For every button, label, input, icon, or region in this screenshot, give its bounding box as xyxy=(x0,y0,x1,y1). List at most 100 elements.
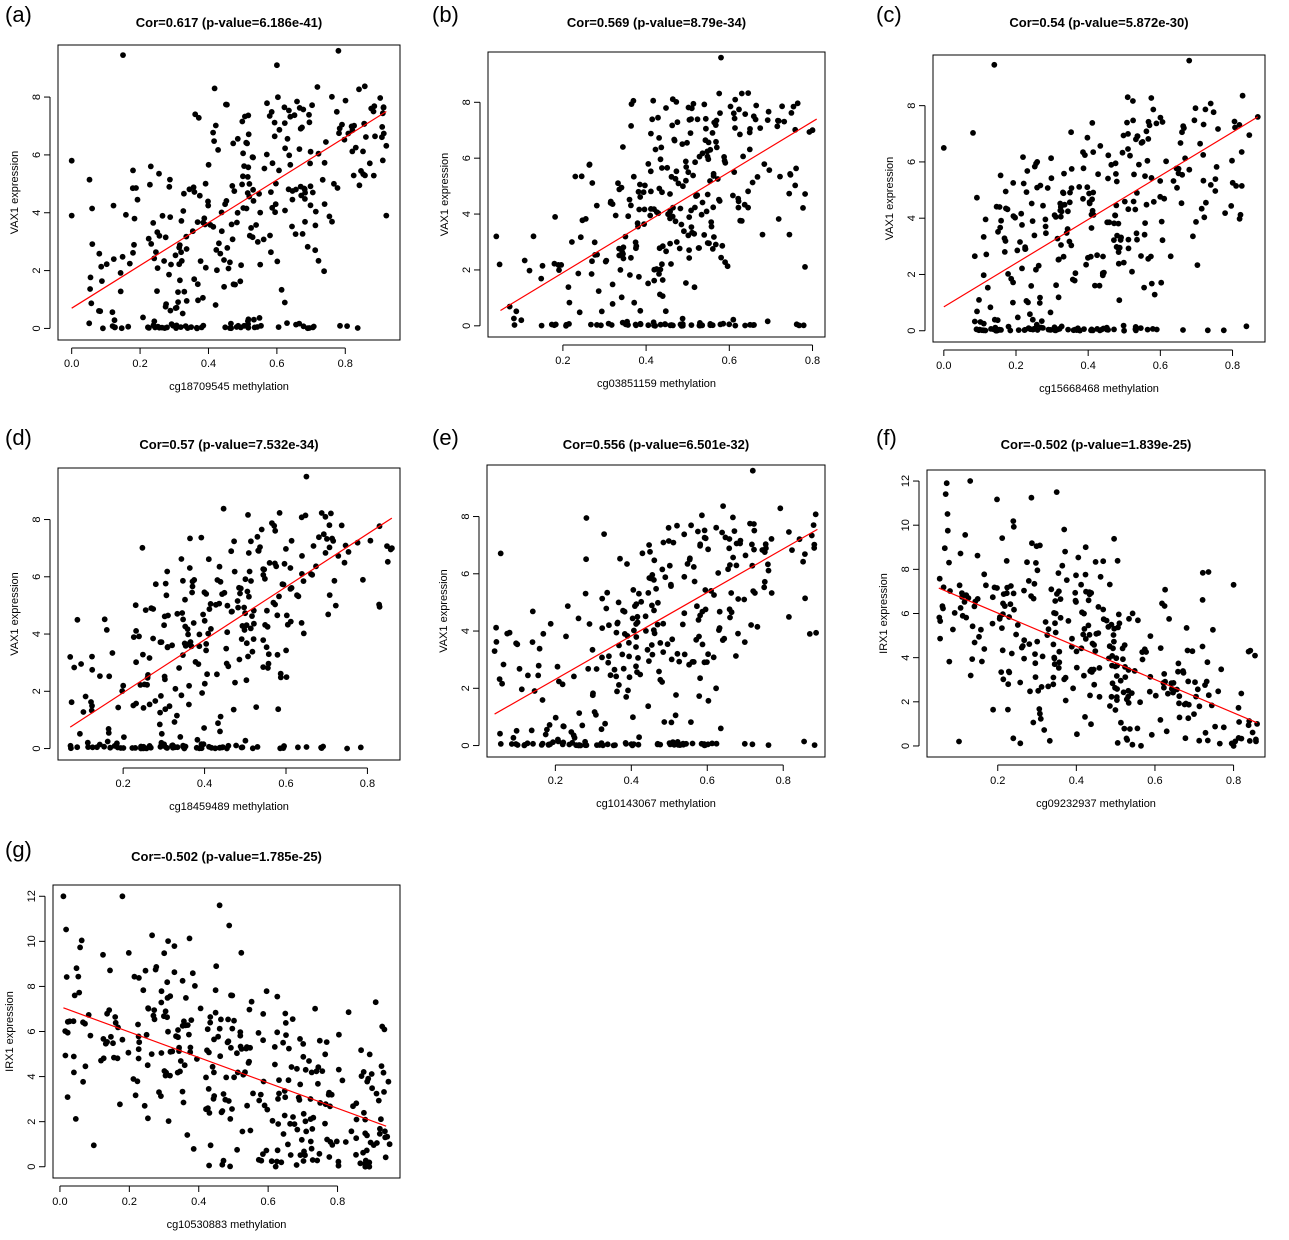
data-point xyxy=(335,1162,342,1169)
scatter-panel-b: (b) Cor=0.569 (p-value=8.79e-34)0.2 0.4 0.6… xyxy=(432,2,826,390)
data-point xyxy=(312,222,319,229)
data-point xyxy=(687,130,694,137)
plot-frame xyxy=(486,464,826,758)
data-point xyxy=(1125,245,1132,252)
x-tick-label: 0.4 xyxy=(191,1196,206,1208)
data-point xyxy=(152,698,159,704)
plot-title: Cor=0.617 (p-value=6.186e-41) xyxy=(136,15,322,30)
data-point xyxy=(167,1048,174,1055)
data-point xyxy=(190,1146,197,1152)
data-point xyxy=(648,575,654,582)
data-point xyxy=(1186,166,1193,173)
data-point xyxy=(158,1050,165,1056)
data-point xyxy=(297,1036,303,1042)
data-point xyxy=(260,572,267,578)
data-point xyxy=(742,322,748,329)
data-point xyxy=(1034,327,1041,333)
data-point xyxy=(995,228,1001,235)
data-point xyxy=(1089,196,1095,203)
data-point xyxy=(1033,560,1039,566)
data-point xyxy=(586,162,593,168)
data-point xyxy=(617,267,624,273)
data-point xyxy=(275,1096,281,1102)
data-point xyxy=(253,222,259,228)
data-point xyxy=(1191,117,1198,124)
x-tick-label: 0.8 xyxy=(1225,360,1240,372)
data-point xyxy=(177,1068,183,1075)
data-point xyxy=(281,560,288,567)
data-point xyxy=(1176,693,1183,700)
data-point xyxy=(87,274,94,281)
data-point xyxy=(146,701,153,708)
data-point xyxy=(668,261,674,267)
data-point xyxy=(214,577,221,583)
data-point xyxy=(319,1068,326,1074)
data-point xyxy=(774,123,781,130)
data-point xyxy=(511,322,518,328)
data-point xyxy=(1145,118,1152,125)
data-point xyxy=(1247,647,1254,654)
data-point xyxy=(612,212,619,219)
data-point xyxy=(538,322,545,329)
data-point xyxy=(1052,620,1058,627)
data-point xyxy=(1100,253,1106,260)
data-point xyxy=(1031,163,1038,170)
x-tick-label: 0.6 xyxy=(260,1196,275,1208)
data-point xyxy=(241,322,248,329)
data-point xyxy=(161,1013,167,1020)
data-point xyxy=(98,1057,104,1064)
data-point xyxy=(133,700,140,707)
data-point xyxy=(749,741,756,748)
data-point xyxy=(1021,587,1027,594)
data-point xyxy=(223,101,229,108)
data-point xyxy=(133,185,139,191)
data-point xyxy=(676,658,683,665)
data-point xyxy=(702,587,709,593)
data-point xyxy=(98,263,105,270)
data-point xyxy=(228,320,234,327)
data-point xyxy=(993,203,1000,210)
data-point xyxy=(274,993,281,1000)
data-point xyxy=(244,140,251,147)
data-point xyxy=(304,243,311,250)
y-tick-label: 0 xyxy=(900,743,912,749)
data-point xyxy=(813,629,819,636)
data-point xyxy=(1132,324,1139,330)
data-point xyxy=(688,207,694,214)
data-point xyxy=(1212,723,1218,730)
data-point xyxy=(231,568,238,575)
data-point xyxy=(130,634,137,640)
data-point xyxy=(1138,139,1145,146)
data-point xyxy=(70,1053,77,1060)
data-point xyxy=(794,100,801,107)
data-point xyxy=(89,744,96,751)
data-point xyxy=(1237,211,1244,218)
data-point xyxy=(662,308,669,315)
data-point xyxy=(679,315,686,322)
data-point xyxy=(167,307,174,314)
data-point xyxy=(80,1019,86,1026)
data-point xyxy=(384,1133,391,1140)
data-point xyxy=(230,140,237,147)
data-point xyxy=(963,614,970,621)
data-point xyxy=(204,1047,210,1054)
data-point xyxy=(1157,717,1164,723)
data-point xyxy=(1112,160,1119,167)
data-point xyxy=(1105,624,1112,630)
data-point xyxy=(1097,573,1104,580)
data-point xyxy=(1085,597,1092,604)
data-point xyxy=(180,577,186,584)
data-point xyxy=(111,317,118,324)
data-point xyxy=(282,207,288,214)
data-point xyxy=(276,593,282,600)
data-point xyxy=(1121,327,1127,334)
data-point xyxy=(566,741,573,748)
data-point xyxy=(1111,625,1118,632)
data-point xyxy=(1148,175,1155,181)
data-point xyxy=(685,169,692,176)
data-point xyxy=(151,1007,158,1013)
data-point xyxy=(89,205,95,212)
data-point xyxy=(606,653,612,660)
data-point xyxy=(698,211,705,218)
y-tick-label: 2 xyxy=(906,271,918,277)
